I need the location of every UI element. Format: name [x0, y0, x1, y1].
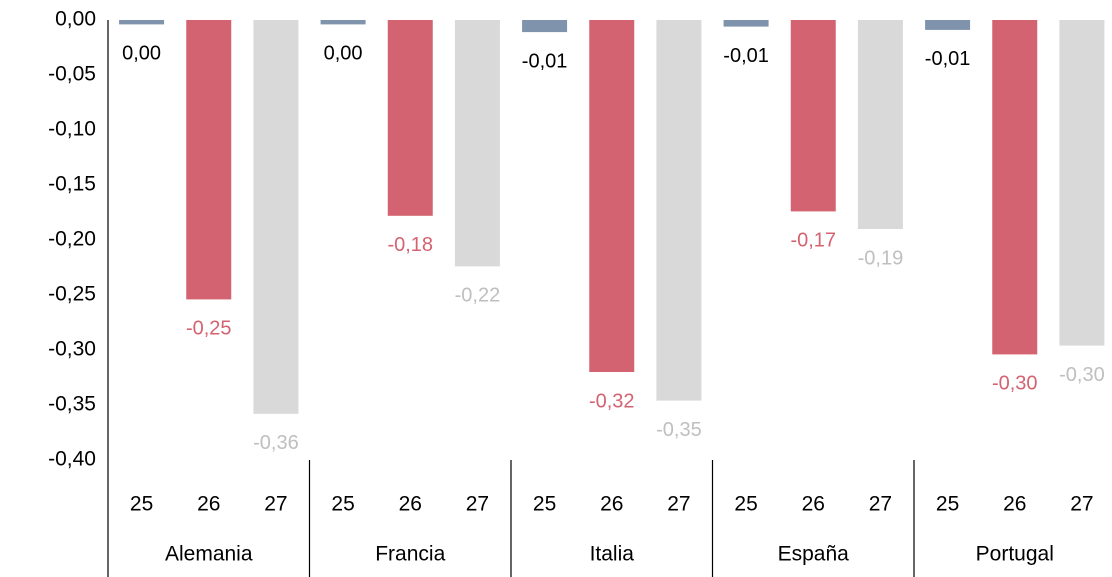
data-label: -0,01 — [522, 50, 568, 72]
bar — [925, 20, 971, 30]
bar — [723, 20, 769, 27]
y-tick-label: -0,05 — [48, 63, 96, 86]
data-label: -0,30 — [1059, 364, 1105, 386]
bar — [522, 20, 568, 33]
bar — [992, 20, 1038, 355]
x-tick-label: 26 — [802, 493, 825, 516]
y-tick-label: -0,35 — [48, 393, 96, 416]
bar — [454, 20, 500, 267]
data-label: -0,36 — [253, 432, 299, 454]
x-tick-label: 26 — [1003, 493, 1026, 516]
y-tick-label: -0,30 — [48, 338, 96, 361]
y-tick-label: -0,20 — [48, 228, 96, 251]
x-tick-label: 26 — [197, 493, 220, 516]
data-label: 0,00 — [324, 43, 363, 65]
x-tick-label: 27 — [264, 493, 287, 516]
x-tick-label: 27 — [869, 493, 892, 516]
data-label: -0,35 — [656, 419, 702, 441]
x-group-label: Portugal — [976, 543, 1054, 566]
bar — [387, 20, 433, 216]
x-group-label: Italia — [590, 543, 635, 566]
x-tick-label: 26 — [399, 493, 422, 516]
bar — [320, 20, 366, 25]
bar — [589, 20, 635, 372]
bar — [1059, 20, 1105, 346]
y-tick-label: -0,15 — [48, 173, 96, 196]
bar — [790, 20, 836, 212]
x-tick-label: 27 — [1070, 493, 1093, 516]
bar — [656, 20, 702, 401]
data-label: -0,19 — [858, 247, 904, 269]
y-tick-label: -0,25 — [48, 283, 96, 306]
data-label: 0,00 — [122, 43, 161, 65]
bar — [253, 20, 299, 414]
x-tick-label: 27 — [466, 493, 489, 516]
data-label: -0,01 — [925, 48, 971, 70]
x-tick-label: 26 — [600, 493, 623, 516]
bar — [119, 20, 165, 25]
data-label: -0,30 — [992, 373, 1038, 395]
data-label: -0,25 — [186, 318, 232, 340]
x-group-label: Alemania — [165, 543, 253, 566]
x-tick-label: 25 — [734, 493, 757, 516]
data-label: -0,18 — [387, 234, 433, 256]
x-tick-label: 27 — [667, 493, 690, 516]
data-label: -0,32 — [589, 390, 635, 412]
bar — [186, 20, 232, 300]
data-label: -0,01 — [723, 45, 769, 67]
y-tick-label: -0,40 — [48, 448, 96, 471]
x-tick-label: 25 — [936, 493, 959, 516]
y-tick-label: 0,00 — [55, 8, 96, 31]
y-tick-label: -0,10 — [48, 118, 96, 141]
x-tick-label: 25 — [130, 493, 153, 516]
data-label: -0,17 — [790, 230, 836, 252]
x-group-label: España — [778, 543, 850, 566]
bar — [857, 20, 903, 229]
x-tick-label: 25 — [331, 493, 354, 516]
x-tick-label: 25 — [533, 493, 556, 516]
x-group-label: Francia — [375, 543, 445, 566]
data-label: -0,22 — [455, 285, 501, 307]
